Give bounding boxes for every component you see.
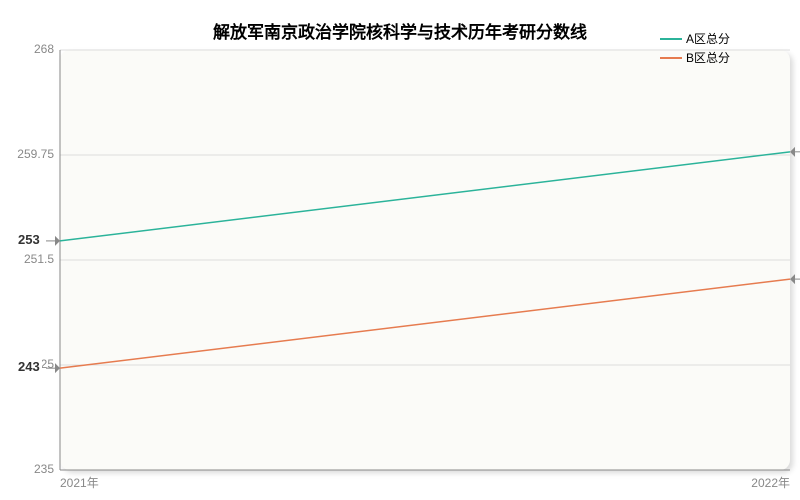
legend: A区总分 B区总分 [660, 30, 730, 68]
x-tick-label: 2021年 [60, 474, 99, 491]
chart-container: 解放军南京政治学院核科学与技术历年考研分数线 A区总分B区总分 235243.2… [0, 0, 800, 500]
y-tick-label: 259.75 [17, 147, 54, 161]
legend-label: A区总分 [686, 30, 730, 47]
y-tick-label: 251.5 [24, 252, 54, 266]
legend-item: B区总分 [660, 49, 730, 66]
legend-item: A区总分 [660, 30, 730, 47]
legend-swatch [660, 57, 682, 59]
y-tick-label: 268 [34, 42, 54, 56]
value-label: 243 [16, 359, 42, 374]
x-tick-label: 2022年 [751, 474, 790, 491]
legend-swatch [660, 38, 682, 40]
y-tick-label: 235 [34, 462, 54, 476]
chart-svg [0, 0, 800, 500]
value-label: 253 [16, 232, 42, 247]
legend-label: B区总分 [686, 49, 730, 66]
